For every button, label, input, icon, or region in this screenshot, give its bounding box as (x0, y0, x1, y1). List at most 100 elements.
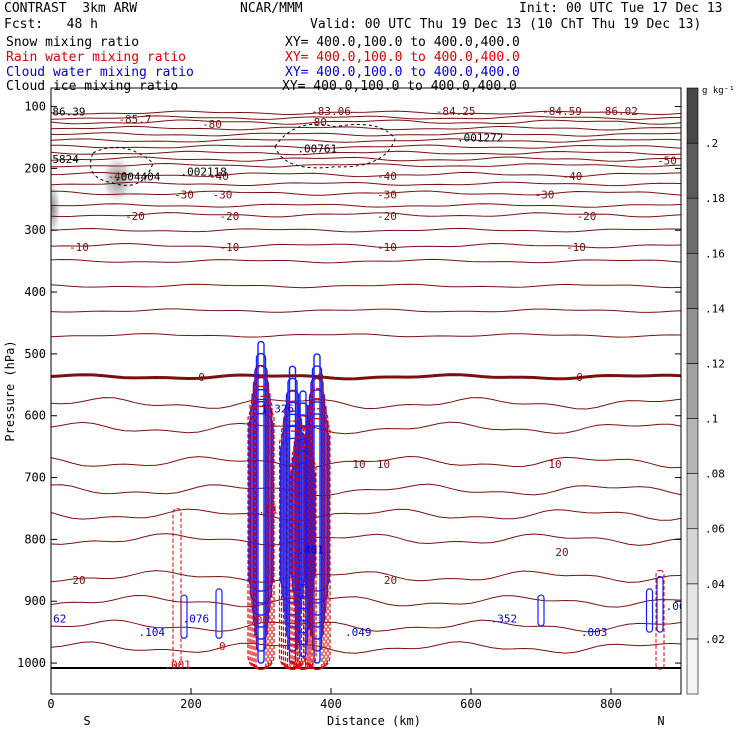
y-tick-label: 1000 (17, 656, 46, 670)
cloud-water-extremum-label: 62 (53, 613, 66, 626)
isotherm-label: -40 (108, 170, 128, 183)
ice-extremum-label: .00761 (297, 143, 337, 156)
colorbar-tick-label: .06 (705, 523, 725, 536)
y-axis-label: Pressure (hPa) (3, 340, 17, 441)
cloud-water-contour (656, 575, 664, 633)
cloud-water-extremum-label: .003 (581, 626, 608, 639)
isotherm-label: 10 (548, 458, 561, 471)
cloud-water-contour (304, 425, 330, 592)
isotherm-label: -84.59 (542, 105, 582, 118)
x-tick-label: 0 (47, 697, 54, 711)
cloud-water-contour (537, 594, 545, 627)
colorbar-swatch (686, 638, 699, 695)
cloud-water-contour (248, 412, 274, 592)
isotherm-label: -40 (209, 170, 229, 183)
cloud-water-contour (215, 588, 223, 639)
isotherm-line (51, 227, 681, 233)
rain-contour (172, 507, 182, 667)
isotherm-line (51, 333, 681, 338)
isotherm-line (51, 508, 681, 522)
isotherm-label: 0 (198, 371, 205, 384)
field-name-cloud-water: Cloud water mixing ratio (6, 65, 194, 80)
cloud-water-contour (645, 588, 654, 633)
colorbar-swatch (686, 252, 699, 309)
colorbar-swatch (686, 528, 699, 585)
rain-contour (282, 410, 303, 670)
cloud-water-contour (299, 390, 307, 658)
isotherm-label: -50 (657, 154, 677, 167)
rain-extremum-label: .001 (282, 658, 309, 671)
colorbar-tick-label: .14 (705, 302, 725, 315)
colorbar-tick-label: .2 (705, 137, 718, 150)
init-time: Init: 00 UTC Tue 17 Dec 13 (519, 1, 723, 16)
isotherm-label: -30 (377, 188, 397, 201)
isotherm-line (51, 125, 681, 131)
cloud-water-extremum-label: .076 (183, 613, 210, 626)
isotherm-label: -83.06 (311, 105, 351, 118)
isotherm-label: 10 (352, 458, 365, 471)
cloud-water-extremum-label: .401 (297, 543, 324, 556)
isotherm-line (51, 619, 681, 633)
ice-contour (274, 123, 396, 169)
isotherm-line (51, 171, 681, 178)
isotherm-line (51, 283, 681, 289)
colorbar-swatch (686, 197, 699, 254)
isotherm-line (51, 181, 681, 187)
colorbar-tick-label: .04 (705, 578, 725, 591)
isotherm-line (51, 397, 681, 410)
rain-extremum-label: .01 (258, 504, 278, 517)
isotherm-label: -84.25 (436, 105, 476, 118)
isotherm-line (51, 162, 681, 168)
colorbar-tick-label: .16 (705, 247, 725, 260)
isotherm-label: -30 (174, 188, 194, 201)
x-tick-label: 400 (320, 697, 342, 711)
field-name-snow: Snow mixing ratio (6, 35, 140, 50)
cloud-water-contour (257, 340, 265, 664)
colorbar-tick-label: .08 (705, 468, 725, 481)
x-tick-label: 200 (180, 697, 202, 711)
colorbar-tick-label: .18 (705, 192, 725, 205)
isotherm-line (51, 641, 681, 654)
cloud-water-contour (296, 414, 310, 634)
isotherm-line (51, 308, 681, 313)
y-tick-label: 700 (24, 471, 46, 485)
field-xy-cloud-water: XY= 400.0,100.0 to 400.0,400.0 (285, 65, 520, 80)
colorbar-swatch (686, 418, 699, 474)
colorbar-tick-label: .02 (705, 633, 725, 646)
rain-contour (247, 405, 275, 670)
colorbar-tick-label: .12 (705, 357, 725, 370)
isotherm-line (51, 483, 681, 497)
forecast-hour: Fcst: 48 h (4, 17, 98, 32)
field-name-cloud-ice: Cloud ice mixing ratio (6, 79, 179, 94)
isotherm-line (51, 150, 681, 156)
rain-extremum-label: .00 (249, 614, 269, 627)
isotherm-line (51, 242, 681, 249)
y-tick-label: 500 (24, 347, 46, 361)
isotherm-line (51, 258, 681, 264)
isotherm-line (51, 212, 681, 218)
colorbar-swatch (686, 142, 699, 199)
isotherm-label: 10 (377, 458, 390, 471)
isotherm-label: -20 (220, 210, 240, 223)
isotherm-line (51, 138, 681, 143)
ice-extremum-label: .002118 (181, 165, 227, 178)
isotherm-label: -10 (69, 241, 89, 254)
isotherm-label: -30 (535, 188, 555, 201)
colorbar-swatch (686, 308, 699, 364)
cloud-water-extremum-label: .104 (139, 626, 166, 639)
isotherm-line (51, 156, 681, 162)
organization-label: NCAR/MMM (240, 1, 303, 16)
isotherm-line (51, 421, 681, 435)
ice-shading (51, 178, 62, 239)
ice-extremum-label: 86.39 (52, 105, 85, 118)
isotherm-label: 0 (317, 371, 324, 384)
y-tick-label: 200 (24, 161, 46, 175)
y-tick-label: 300 (24, 223, 46, 237)
rain-contour (295, 425, 311, 670)
colorbar-tick-label: .1 (705, 413, 718, 426)
x-tick-label: 800 (600, 697, 622, 711)
colorbar-unit: g kg⁻¹ (702, 86, 735, 96)
ice-extremum-label: .004404 (114, 170, 161, 183)
isotherm-label: 20 (72, 574, 85, 587)
isotherm-label: -20 (577, 210, 597, 223)
